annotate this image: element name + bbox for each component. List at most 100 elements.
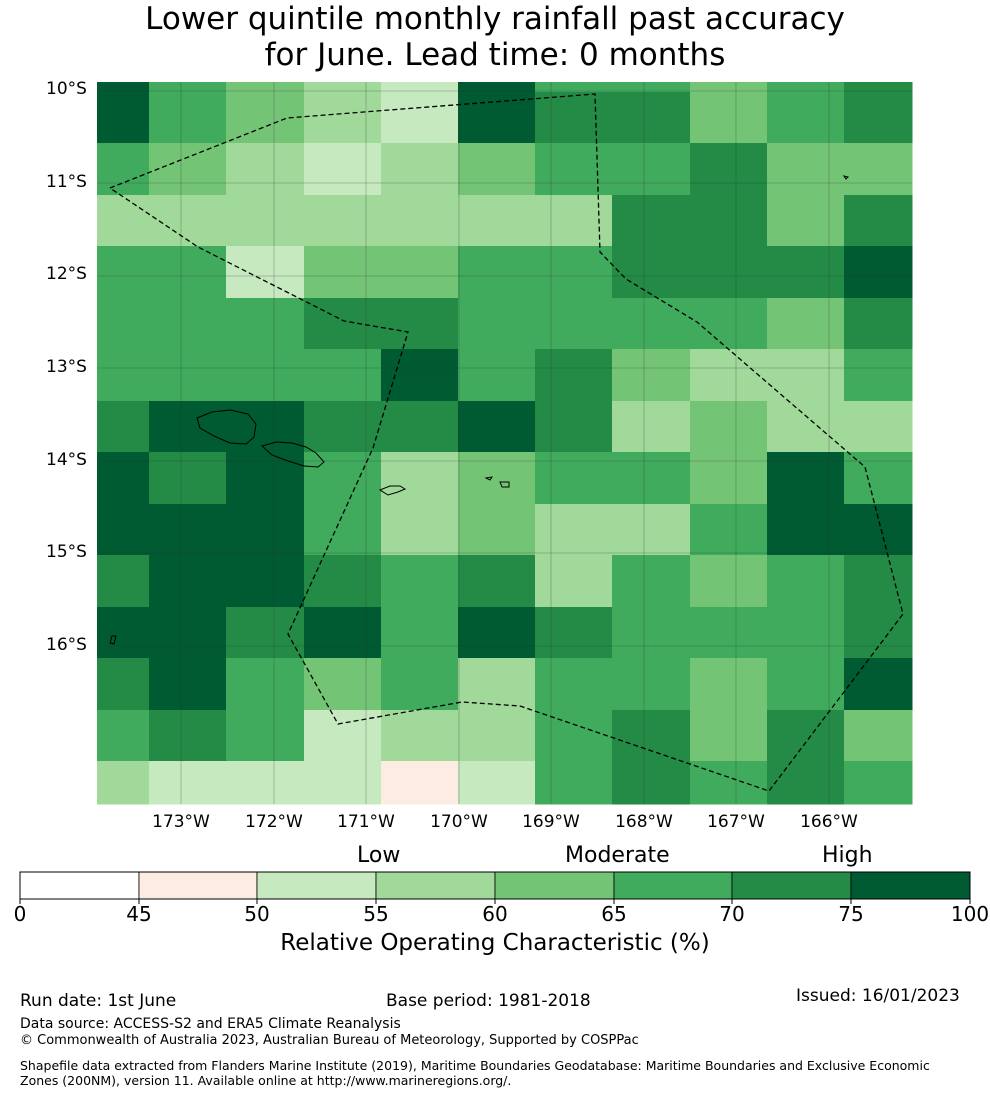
grid-cell [149,658,227,711]
grid-cell [535,658,613,711]
grid-cell [535,452,613,505]
grid-cell [612,504,691,556]
grid-cell [612,349,691,402]
savaii-island [196,409,257,445]
grid-cell [767,143,845,196]
colorbar-tick-70: 70 [719,902,745,926]
lat-label-11s: 11°S [46,172,87,192]
issued-date: Issued: 16/01/2023 [796,986,960,1006]
lon-label-172w: 172°W [245,812,303,832]
grid-cell [149,504,227,556]
grid-cell [612,143,691,196]
colorbar-label: Relative Operating Characteristic (%) [280,930,710,956]
colorbar-tick-75: 75 [838,902,864,926]
grid-cell [612,82,691,93]
grid-cell [458,246,536,299]
grid-cell [304,195,382,247]
grid-cell [535,504,613,556]
lat-label-13s: 13°S [46,357,87,377]
grid-cell [149,349,227,402]
grid-cell [535,555,613,608]
grid-cell [149,92,227,144]
grid-cell [767,195,845,247]
grid-cell [690,710,768,762]
grid-cell [844,401,913,453]
colorbar [19,871,971,900]
shapefile-credit: Shapefile data extracted from Flanders M… [20,1058,930,1088]
grid-cell [149,401,227,453]
grid-cell [226,452,305,505]
grid-cell [458,82,536,93]
grid-cell [149,710,227,762]
grid-cell [304,401,382,453]
category-low: Low [357,843,401,868]
grid-cell [226,246,305,299]
grid-cell [612,607,691,659]
grid-cell [690,195,768,247]
map-title-line1: Lower quintile monthly rainfall past acc… [145,1,845,37]
grid-cell [690,82,768,93]
grid-cell [381,143,459,196]
grid-cell [844,761,913,805]
grid-cell [304,298,382,350]
grid-cell [97,349,150,402]
grid-cell [767,82,845,93]
grid-cell [458,298,536,350]
grid-cell [612,298,691,350]
lat-label-12s: 12°S [46,264,87,284]
colorbar-tick-60: 60 [482,902,508,926]
grid-cell [458,401,536,453]
lat-label-14s: 14°S [46,450,87,470]
colorbar-tick-50: 50 [244,902,270,926]
grid-cell [304,82,382,93]
grid-cell [535,607,613,659]
lon-label-168w: 168°W [615,812,673,832]
grid-cell [458,92,536,144]
colorbar-segment [731,871,852,900]
grid-cell [381,82,459,93]
grid-cell [381,401,459,453]
grid-cell [767,401,845,453]
lon-label-169w: 169°W [522,812,580,832]
lat-label-15s: 15°S [46,542,87,562]
grid-cell [226,82,305,93]
run-date: Run date: 1st June [20,991,177,1011]
grid-cell [149,607,227,659]
grid-cell [149,298,227,350]
colorbar-tick-45: 45 [126,902,152,926]
grid-cell [767,504,845,556]
grid-cell [149,246,227,299]
grid-cell [226,710,305,762]
grid-cell [612,658,691,711]
grid-cell [767,761,845,805]
grid-cell [226,761,305,805]
grid-cell [844,195,913,247]
grid-cell [304,761,382,805]
rainfall-accuracy-grid [97,82,913,805]
grid-cell [97,82,150,93]
grid-cell [458,761,536,805]
grid-cell [97,92,150,144]
colorbar-segment [256,871,377,900]
grid-cell [304,246,382,299]
colorbar-tick-100: 100 [950,902,990,926]
grid-cell [304,143,382,196]
grid-cell [97,143,150,196]
grid-cell [458,349,536,402]
grid-cell [97,607,150,659]
tau-island [499,481,510,488]
grid-cell [97,761,150,805]
grid-cell [690,143,768,196]
grid-cell [381,349,459,402]
grid-cell [767,349,845,402]
grid-cell [535,82,613,93]
grid-cell [458,452,536,505]
grid-cell [535,195,613,247]
grid-cell [149,555,227,608]
grid-cell [535,246,613,299]
grid-cell [690,452,768,505]
grid-cell [97,195,150,247]
lat-label-10s: 10°S [46,79,87,99]
grid-cell [844,658,913,711]
